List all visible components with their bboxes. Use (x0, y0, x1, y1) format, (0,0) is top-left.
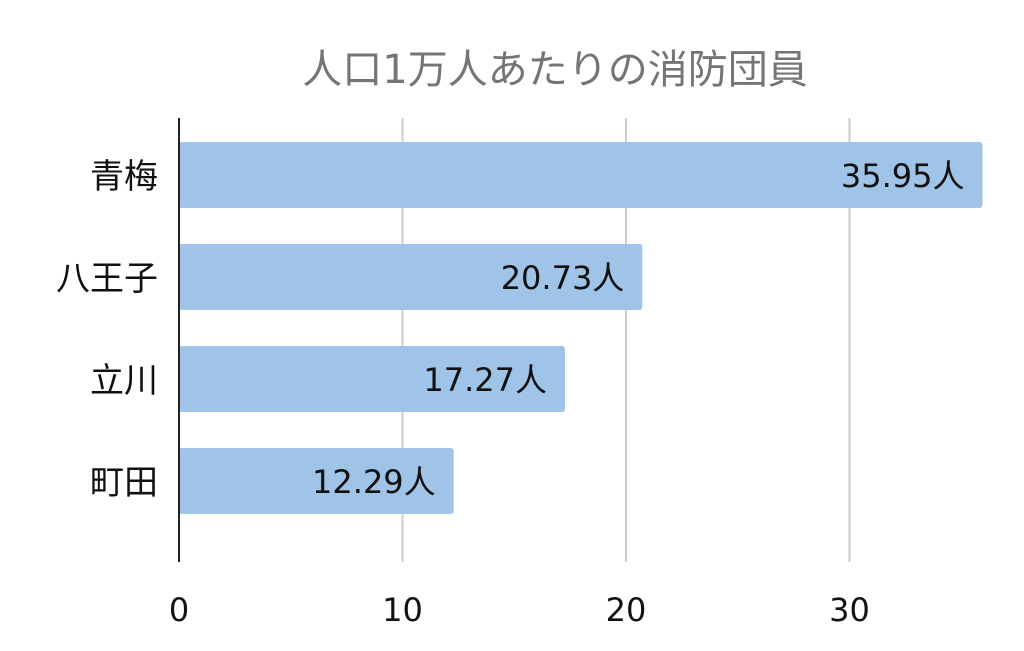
data-label: 35.95人 (841, 157, 965, 195)
bar (179, 244, 643, 310)
category-label: 八王子 (56, 259, 158, 299)
bar (179, 346, 565, 412)
chart-title: 人口1万人あたりの消防団員 (302, 47, 807, 93)
x-tick-label: 10 (382, 591, 423, 629)
x-tick-labels: 0 10 20 30 (169, 591, 870, 629)
category-label: 町田 (90, 463, 158, 503)
x-tick-label: 30 (829, 591, 870, 629)
x-tick-label: 20 (606, 591, 647, 629)
bar (179, 448, 454, 514)
data-label: 17.27人 (423, 361, 547, 399)
x-tick-label: 0 (169, 591, 189, 629)
bars: 35.95人 20.73人 17.27人 12.29人 (179, 142, 983, 514)
category-label: 青梅 (90, 157, 158, 197)
data-label: 20.73人 (501, 259, 625, 297)
data-label: 12.29人 (312, 463, 436, 501)
bar (179, 142, 983, 208)
category-label: 立川 (90, 361, 158, 401)
